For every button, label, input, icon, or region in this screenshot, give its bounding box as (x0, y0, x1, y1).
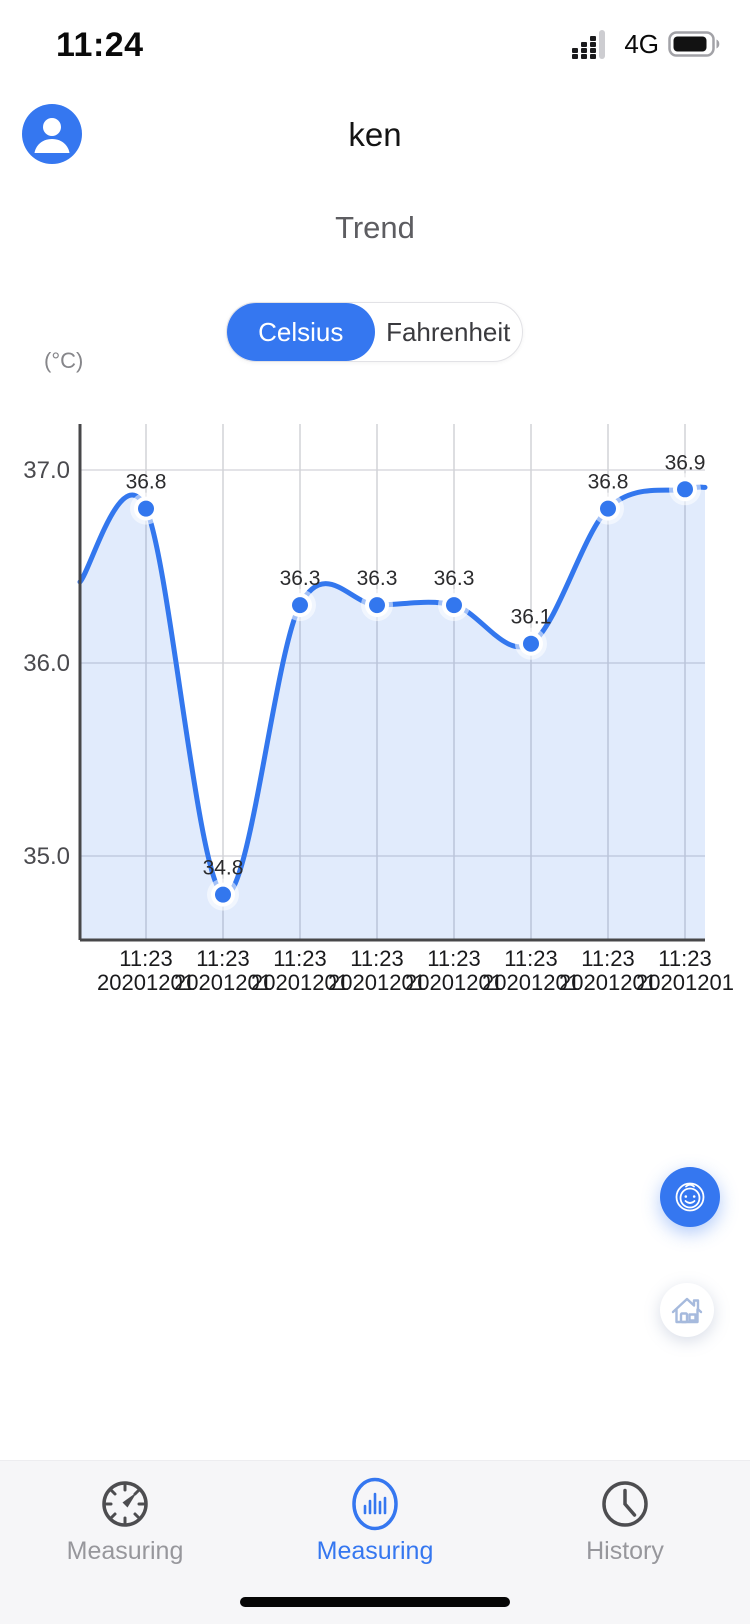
status-time: 11:24 (56, 26, 144, 64)
chart-data-point[interactable] (677, 481, 693, 498)
gauge-icon (98, 1476, 152, 1532)
chart-data-point[interactable] (446, 597, 462, 614)
tab-history[interactable]: History (500, 1461, 750, 1624)
chart-point-value-label: 36.3 (357, 567, 398, 590)
x-tick-time-label: 11:23 (273, 946, 326, 971)
tab-label: Measuring (66, 1537, 184, 1565)
x-tick-time-label: 11:23 (658, 946, 711, 971)
chart-point-value-label: 36.8 (126, 471, 167, 494)
x-tick-time-label: 11:23 (504, 946, 557, 971)
chart-data-point[interactable] (369, 597, 385, 614)
chart-data-point[interactable] (523, 635, 539, 652)
chart-data-point[interactable] (138, 500, 154, 517)
tab-measuring-gauge[interactable]: Measuring (0, 1461, 250, 1624)
x-tick-time-label: 11:23 (350, 946, 403, 971)
section-title: Trend (335, 210, 415, 245)
tab-label: Measuring (316, 1537, 434, 1565)
home-indicator[interactable] (240, 1597, 510, 1607)
x-tick-time-label: 11:23 (119, 946, 172, 971)
fahrenheit-option[interactable]: Fahrenheit (386, 316, 511, 347)
chart-data-point[interactable] (600, 500, 616, 517)
y-axis-unit-label: (°C) (44, 348, 84, 373)
chart-data-point[interactable] (292, 597, 308, 614)
home-icon (671, 1297, 703, 1324)
chart-point-value-label: 36.9 (665, 451, 706, 474)
chart-point-value-label: 34.8 (203, 857, 244, 880)
x-tick-time-label: 11:23 (196, 946, 249, 971)
chart-point-value-label: 36.8 (588, 471, 629, 494)
y-tick-label: 36.0 (23, 650, 70, 677)
chart-point-value-label: 36.1 (511, 606, 552, 629)
x-tick-date-label: 20201201 (97, 970, 195, 995)
x-tick-date-label: 20201201 (251, 970, 349, 995)
baby-face-icon (675, 1182, 705, 1212)
bar-chart-icon (347, 1476, 403, 1532)
network-type-label: 4G (624, 28, 659, 59)
status-right-cluster: 4G (571, 28, 722, 60)
tab-bar: Measuring Measuring (0, 1460, 750, 1624)
x-tick-date-label: 20201201 (405, 970, 503, 995)
profile-avatar-button[interactable] (22, 104, 82, 164)
x-tick-date-label: 20201201 (482, 970, 580, 995)
clock-icon (598, 1476, 652, 1532)
celsius-option[interactable]: Celsius (227, 303, 375, 361)
tab-measuring-chart[interactable]: Measuring (250, 1461, 500, 1624)
x-tick-time-label: 11:23 (581, 946, 634, 971)
y-tick-label: 35.0 (23, 843, 70, 870)
person-icon (34, 118, 70, 153)
chart-point-value-label: 36.3 (434, 567, 475, 590)
home-fab[interactable] (660, 1283, 714, 1337)
y-tick-label: 37.0 (23, 457, 70, 484)
tab-label: History (586, 1537, 664, 1565)
trend-chart: 37.0 36.0 35.0 36.8 34.8 36.3 36.3 36.3 36.1 36.8… (23, 424, 734, 995)
x-tick-date-label: 20201201 (328, 970, 426, 995)
unit-segmented-control: Celsius Fahrenheit (226, 302, 523, 362)
x-tick-date-label: 20201201 (636, 970, 734, 995)
x-tick-time-label: 11:23 (427, 946, 480, 971)
baby-monitor-fab[interactable] (660, 1167, 720, 1227)
cellular-signal-icon (571, 28, 615, 60)
chart-data-point[interactable] (215, 886, 231, 903)
chart-point-value-label: 36.3 (280, 567, 321, 590)
page-title: ken (348, 116, 402, 153)
x-tick-date-label: 20201201 (174, 970, 272, 995)
battery-icon (668, 30, 722, 58)
x-tick-date-label: 20201201 (559, 970, 657, 995)
chart-area-fill (80, 487, 705, 940)
